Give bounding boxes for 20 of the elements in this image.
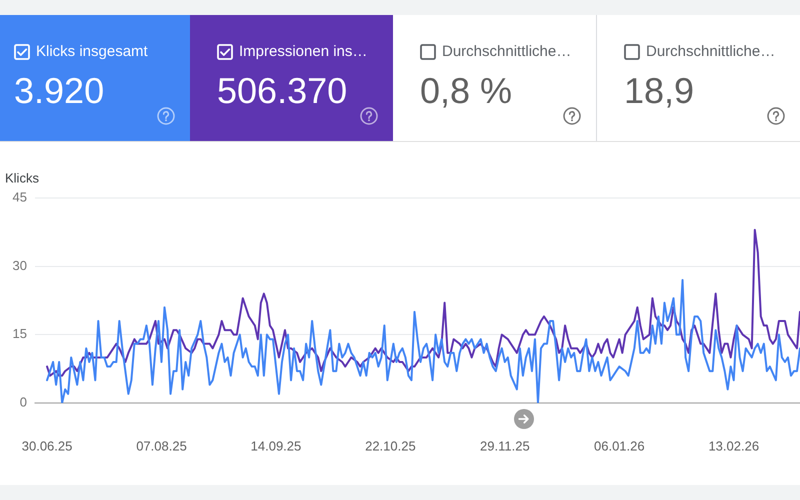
x-tick-label: 29.11.25 [480, 438, 530, 454]
text: 506.370 [217, 70, 348, 111]
y-tick-label: 15 [12, 326, 27, 342]
x-tick-label: 14.09.25 [250, 438, 302, 454]
x-tick-label: 13.02.26 [708, 438, 760, 454]
y-axis-title: Klicks [5, 170, 40, 186]
y-tick-label: 45 [12, 190, 27, 205]
y-tick-label: 30 [12, 258, 27, 273]
text: 3.920 [14, 70, 104, 111]
text: 18,9 [624, 70, 694, 111]
x-tick-label: 06.01.26 [594, 438, 645, 454]
text: Impressionen ins… [239, 43, 368, 61]
y-tick-label: 0 [20, 394, 27, 410]
x-tick-label: 07.08.25 [136, 438, 187, 454]
text: Durchschnittliche… [646, 43, 776, 61]
text: 0,8 % [420, 70, 512, 111]
text: Klicks insgesamt [36, 43, 148, 61]
text: Durchschnittliche… [442, 43, 572, 61]
x-tick-label: 30.06.25 [22, 438, 72, 454]
x-tick-label: 22.10.25 [365, 438, 416, 454]
